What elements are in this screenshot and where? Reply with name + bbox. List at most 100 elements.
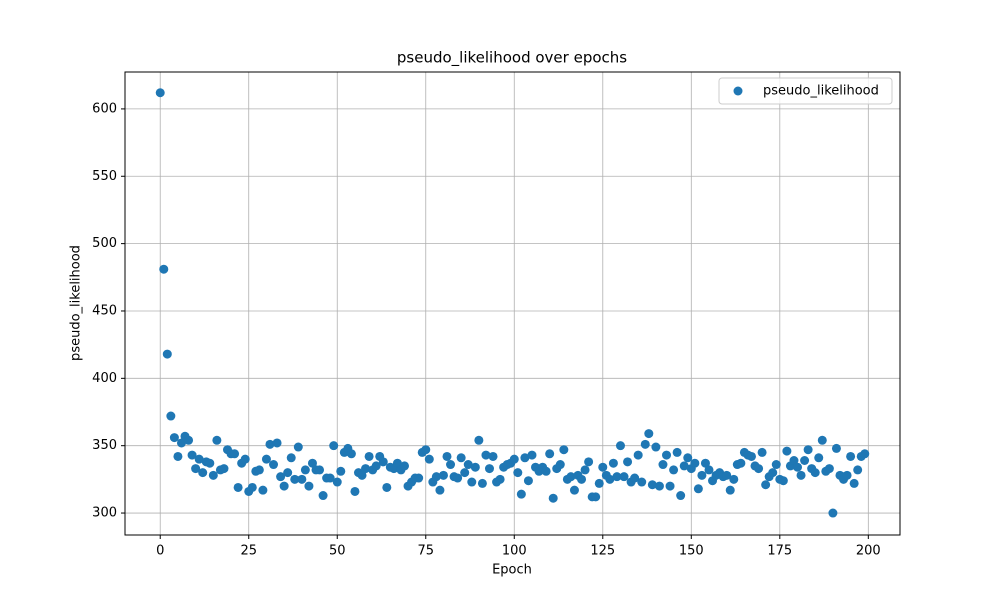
point [233,482,243,492]
point [800,456,810,466]
point [771,460,781,470]
point [591,492,601,502]
point [651,442,661,452]
point [555,460,565,470]
y-tick-label: 550 [92,169,117,184]
point [184,435,194,445]
point [853,465,863,475]
point [350,486,360,496]
point [484,464,494,474]
point [176,438,186,448]
point [470,462,480,472]
point [608,458,618,468]
point [325,473,335,483]
point [569,485,579,495]
point [640,439,650,449]
point [315,465,325,475]
x-tick-label: 0 [156,544,164,559]
point [523,476,533,486]
point [283,468,293,478]
legend-label: pseudo_likelihood [763,84,879,99]
point [219,464,229,474]
point [357,470,367,480]
point [286,453,296,463]
point [421,445,431,455]
y-axis-label: pseudo_likelihood [69,245,84,361]
point [672,447,682,457]
point [725,485,735,495]
point [513,468,523,478]
point [704,465,714,475]
point [187,450,197,460]
point [729,474,739,484]
point [665,481,675,491]
point [414,473,424,483]
point [746,451,756,461]
point [761,480,771,490]
point [846,451,856,461]
point [654,481,664,491]
x-axis-label: Epoch [492,563,532,578]
point [378,457,388,467]
point [782,446,792,456]
point [789,456,799,466]
point [644,429,654,439]
y-tick-label: 600 [92,101,117,116]
point [371,461,381,471]
point [212,435,222,445]
point [669,465,679,475]
point [431,472,441,482]
point [392,458,402,468]
point [477,478,487,488]
point [778,476,788,486]
point [768,468,778,478]
point [619,472,629,482]
y-tick-label: 400 [92,371,117,386]
point [307,458,317,468]
point [509,454,519,464]
point [679,461,689,471]
x-tick-label: 25 [240,544,257,559]
point [488,451,498,461]
point [162,349,172,359]
point [474,435,484,445]
point [810,468,820,478]
point [803,445,813,455]
point [261,454,271,464]
point [584,457,594,467]
point [297,474,307,484]
point [683,453,693,463]
point [293,442,303,452]
point [173,451,183,461]
point [637,477,647,487]
x-tick-label: 75 [417,544,434,559]
point [516,489,526,499]
point [566,472,576,482]
x-tick-label: 125 [590,544,615,559]
point [736,458,746,468]
point [814,453,824,463]
point [463,460,473,470]
point [304,481,314,491]
point [460,468,470,478]
point [722,470,732,480]
point [697,470,707,480]
point [208,470,218,480]
legend-marker [733,86,743,96]
point [605,474,615,484]
point [424,454,434,464]
point [346,449,356,459]
point [842,470,852,480]
point [527,450,537,460]
point [793,462,803,472]
point [676,491,686,501]
point [690,458,700,468]
point [545,449,555,459]
point [817,435,827,445]
point [520,453,530,463]
x-tick-label: 175 [767,544,792,559]
point [254,465,264,475]
point [467,477,477,487]
point [580,465,590,475]
